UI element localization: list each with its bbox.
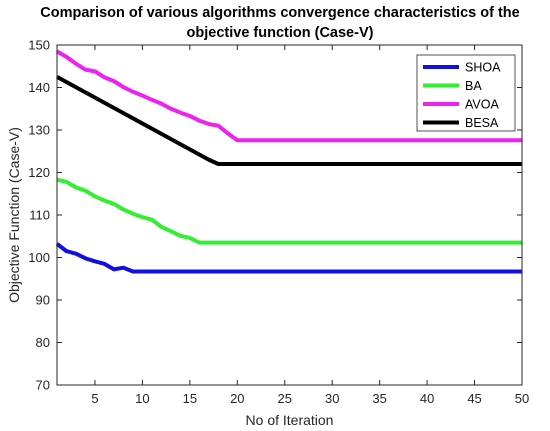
y-tick-label: 80 bbox=[36, 335, 50, 350]
y-axis-label: Objective Function (Case-V) bbox=[6, 127, 22, 303]
series-layer bbox=[55, 49, 522, 274]
series-line-ba bbox=[56, 177, 522, 245]
chart-title-line1: Comparison of various algorithms converg… bbox=[40, 5, 519, 21]
x-tick-label: 40 bbox=[420, 391, 434, 406]
x-tick-label: 20 bbox=[230, 391, 244, 406]
series-line-shoa bbox=[55, 242, 522, 274]
x-tick-label: 10 bbox=[135, 391, 149, 406]
series-line-besa bbox=[56, 75, 522, 166]
x-tick-label: 50 bbox=[515, 391, 529, 406]
y-tick-label: 130 bbox=[28, 123, 50, 138]
series-line-avoa bbox=[55, 49, 522, 143]
x-tick-label: 25 bbox=[278, 391, 292, 406]
y-tick-label: 110 bbox=[29, 208, 50, 223]
x-ticks: 5 10 15 20 25 30 35 40 45 50 bbox=[91, 45, 529, 406]
legend-label-shoa: SHOA bbox=[465, 61, 501, 75]
legend-items: SHOA BA AVOA BESA bbox=[423, 61, 501, 130]
legend-label-avoa: AVOA bbox=[465, 98, 499, 112]
x-tick-label: 35 bbox=[372, 391, 386, 406]
y-tick-label: 100 bbox=[28, 250, 50, 265]
x-axis-label: No of Iteration bbox=[246, 412, 334, 428]
x-tick-label: 5 bbox=[91, 391, 98, 406]
x-tick-label: 30 bbox=[325, 391, 339, 406]
legend-label-besa: BESA bbox=[465, 116, 499, 130]
y-tick-label: 120 bbox=[28, 165, 50, 180]
x-tick-label: 15 bbox=[183, 391, 197, 406]
y-tick-label: 70 bbox=[36, 378, 50, 393]
y-tick-label: 150 bbox=[28, 38, 50, 53]
y-ticks: 70 80 90 100 110 120 130 140 150 bbox=[28, 38, 522, 393]
y-tick-label: 90 bbox=[36, 293, 50, 308]
legend: SHOA BA AVOA BESA bbox=[416, 54, 516, 132]
chart-title-line2: objective function (Case-V) bbox=[187, 25, 374, 41]
y-tick-label: 140 bbox=[28, 80, 50, 95]
legend-label-ba: BA bbox=[465, 79, 482, 93]
x-tick-label: 45 bbox=[467, 391, 481, 406]
